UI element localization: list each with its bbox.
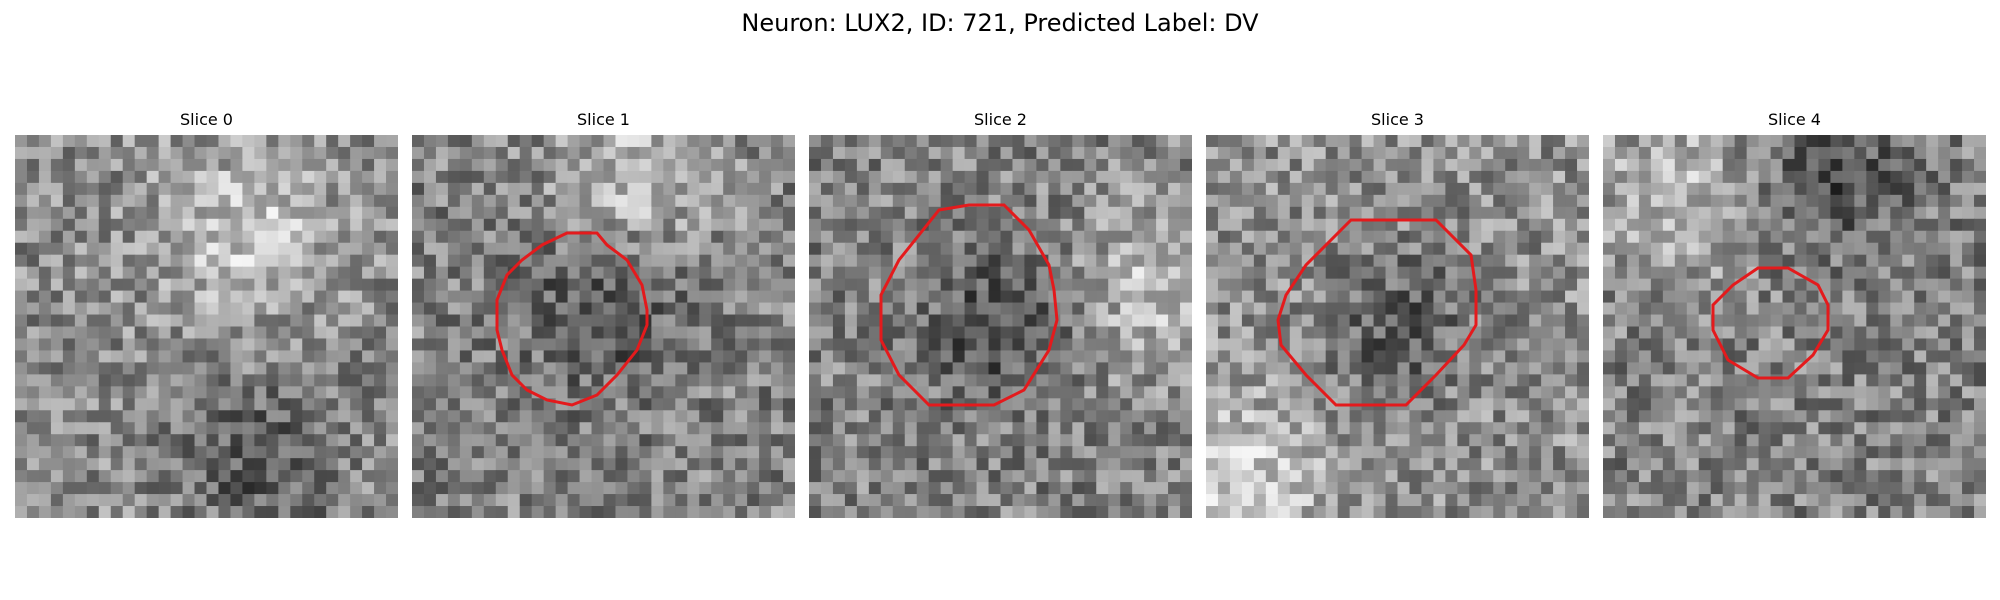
slice-title: Slice 1 (577, 110, 630, 129)
slice-image (1206, 135, 1589, 518)
slice-title: Slice 4 (1768, 110, 1821, 129)
roi-contour (879, 203, 1059, 407)
roi-contour (1276, 218, 1478, 407)
figure-title: Neuron: LUX2, ID: 721, Predicted Label: … (741, 9, 1259, 37)
slice-panel-1: Slice 1 (412, 110, 795, 518)
slice-title: Slice 2 (974, 110, 1027, 129)
slice-image (809, 135, 1192, 518)
slice-image (1603, 135, 1986, 518)
slice-panel-3: Slice 3 (1206, 110, 1589, 518)
slice-image (15, 135, 398, 518)
slice-panel-2: Slice 2 (809, 110, 1192, 518)
roi-contour (1711, 266, 1830, 380)
slice-panel-4: Slice 4 (1603, 110, 1986, 518)
roi-contour (495, 231, 649, 407)
slice-image (412, 135, 795, 518)
slice-title: Slice 3 (1371, 110, 1424, 129)
slice-title: Slice 0 (180, 110, 233, 129)
slice-panel-0: Slice 0 (15, 110, 398, 518)
